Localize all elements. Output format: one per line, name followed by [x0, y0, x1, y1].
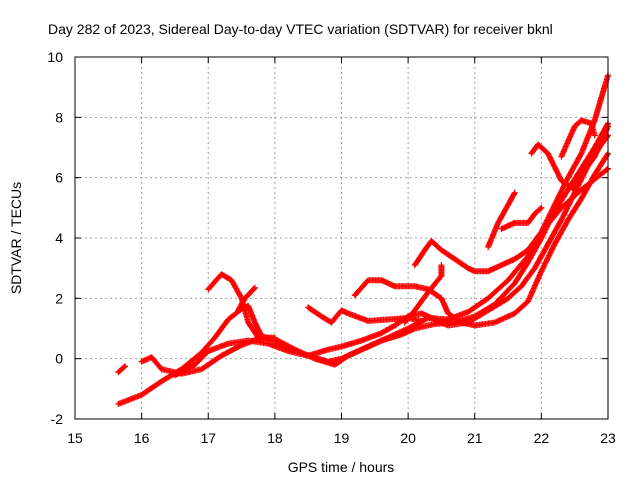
data-point-markers — [485, 189, 518, 250]
y-tick-label: 8 — [55, 109, 63, 125]
data-point-markers — [205, 271, 278, 341]
y-tick-label: -2 — [51, 411, 64, 427]
y-tick-label: 10 — [47, 49, 63, 65]
data-points — [115, 72, 611, 407]
series-track-5 — [205, 271, 278, 341]
x-tick-label: 19 — [334, 430, 350, 446]
series-track-10 — [401, 262, 445, 326]
data-point-markers — [235, 284, 258, 314]
y-axis-label: SDTVAR / TECUs — [8, 182, 24, 294]
x-axis-label: GPS time / hours — [288, 459, 395, 475]
series-track-13 — [528, 123, 611, 193]
y-tick-label: 6 — [55, 170, 63, 186]
x-tick-label: 23 — [600, 430, 616, 446]
axis-ticks: 15 16 17 18 19 20 21 22 23 -2 0 2 4 6 8 10 — [47, 49, 616, 446]
data-point-markers — [528, 123, 611, 193]
gridlines — [75, 57, 608, 419]
x-tick-label: 16 — [134, 430, 150, 446]
series-track-14 — [558, 117, 598, 160]
y-tick-label: 0 — [55, 351, 63, 367]
series-track-9 — [411, 72, 611, 275]
data-point-markers — [115, 363, 128, 376]
data-point-markers — [171, 132, 611, 379]
x-tick-label: 15 — [67, 430, 83, 446]
series-track-12 — [498, 204, 545, 232]
y-tick-label: 4 — [55, 230, 63, 246]
series-track-11 — [485, 189, 518, 250]
data-point-markers — [411, 72, 611, 275]
x-tick-label: 22 — [534, 430, 550, 446]
x-tick-label: 18 — [267, 430, 283, 446]
x-tick-label: 21 — [467, 430, 483, 446]
series-track-6 — [235, 284, 258, 314]
data-point-markers — [401, 262, 445, 326]
chart-title: Day 282 of 2023, Sidereal Day-to-day VTE… — [48, 21, 553, 37]
series-track-4 — [171, 132, 611, 379]
series-track-1 — [115, 363, 128, 376]
y-tick-label: 2 — [55, 290, 63, 306]
x-tick-label: 20 — [400, 430, 416, 446]
data-point-markers — [558, 117, 598, 160]
x-tick-label: 17 — [200, 430, 216, 446]
data-point-markers — [498, 204, 545, 232]
